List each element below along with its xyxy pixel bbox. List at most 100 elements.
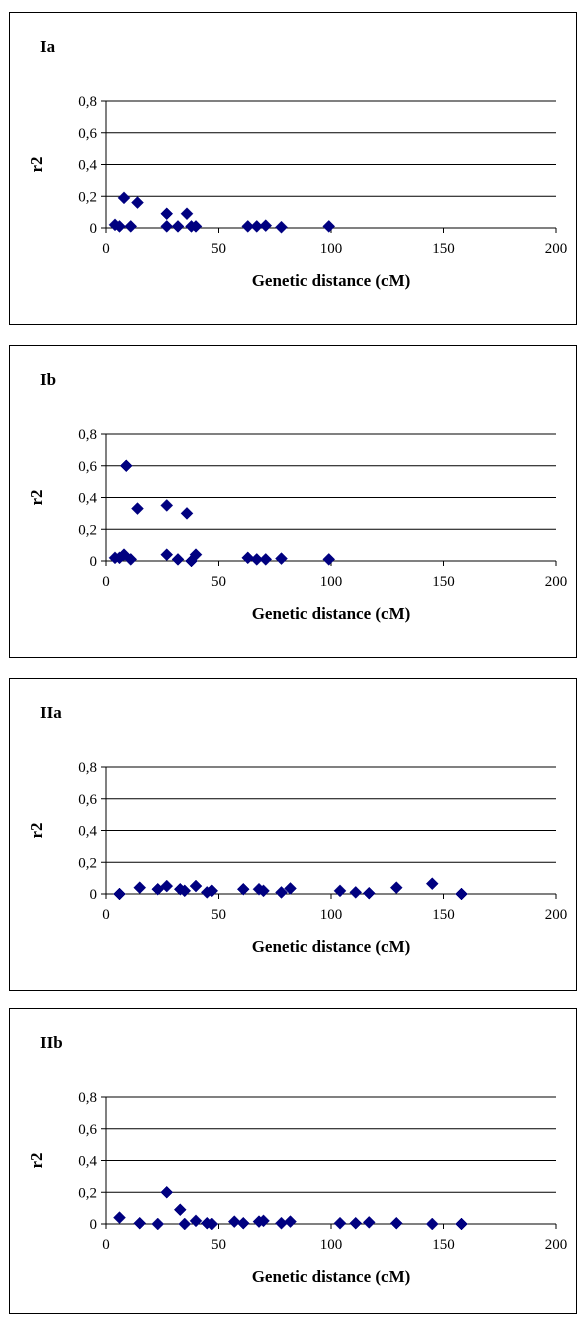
data-point bbox=[257, 884, 270, 898]
data-point bbox=[389, 1216, 403, 1230]
y-axis-label: r2 bbox=[27, 156, 46, 172]
data-point bbox=[205, 1217, 219, 1231]
x-tick-label: 150 bbox=[432, 907, 455, 923]
data-point bbox=[133, 1216, 147, 1230]
y-axis-label: r2 bbox=[27, 489, 46, 505]
data-point bbox=[455, 887, 468, 901]
x-tick-label: 150 bbox=[432, 241, 455, 257]
data-point bbox=[189, 548, 203, 562]
y-tick-label: 0,2 bbox=[78, 189, 97, 205]
data-point bbox=[236, 1216, 250, 1230]
data-point bbox=[362, 1216, 376, 1229]
x-tick-label: 200 bbox=[545, 241, 568, 257]
data-point bbox=[275, 1216, 288, 1230]
data-point bbox=[259, 219, 273, 232]
y-tick-label: 0,4 bbox=[78, 491, 97, 507]
y-tick-label: 0,6 bbox=[78, 459, 97, 475]
data-point bbox=[124, 220, 138, 233]
data-point bbox=[173, 1203, 187, 1217]
x-axis-label: Genetic distance (cM) bbox=[252, 271, 411, 290]
chart-svg: IIb 0 0,2 0,4 0,6 0,8 0 50 100 150 200 r2 Genetic di… bbox=[27, 1033, 568, 1286]
chart-title: Ib bbox=[40, 370, 56, 389]
x-axis-label: Genetic distance (cM) bbox=[252, 604, 411, 623]
chart-title: IIb bbox=[40, 1033, 63, 1052]
y-tick-label: 0,8 bbox=[78, 760, 97, 776]
y-tick-label: 0,6 bbox=[78, 1122, 97, 1138]
y-tick-label: 0,6 bbox=[78, 792, 97, 808]
data-point bbox=[160, 548, 174, 562]
x-tick-label: 50 bbox=[211, 1237, 226, 1253]
data-point bbox=[113, 1211, 126, 1225]
x-tick-label: 100 bbox=[320, 241, 343, 257]
y-tick-label: 0,2 bbox=[78, 855, 97, 871]
data-point bbox=[257, 1214, 270, 1228]
data-point bbox=[236, 882, 250, 896]
y-tick-label: 0,4 bbox=[78, 158, 97, 174]
data-point bbox=[160, 1185, 174, 1199]
y-tick-label: 0 bbox=[90, 1217, 98, 1233]
data-point bbox=[322, 220, 336, 233]
y-tick-label: 0,2 bbox=[78, 522, 97, 538]
data-point bbox=[250, 553, 264, 566]
data-point bbox=[171, 553, 185, 566]
data-point bbox=[241, 551, 255, 565]
chart-svg: Ib 0 0,2 0,4 0,6 0,8 0 50 100 150 200 r2 Genetic dis… bbox=[27, 370, 568, 623]
data-point bbox=[425, 877, 439, 891]
data-point bbox=[333, 1216, 347, 1230]
x-tick-label: 100 bbox=[320, 574, 343, 590]
x-tick-label: 200 bbox=[545, 574, 568, 590]
y-tick-label: 0 bbox=[90, 887, 98, 903]
x-tick-label: 50 bbox=[211, 907, 226, 923]
chart-title: Ia bbox=[40, 37, 56, 56]
data-point bbox=[227, 1215, 241, 1228]
data-point bbox=[389, 881, 403, 895]
x-tick-label: 50 bbox=[211, 574, 226, 590]
chart-panel-ib: Ib 0 0,2 0,4 0,6 0,8 0 50 100 150 200 r2 Genetic dis… bbox=[9, 345, 577, 658]
x-tick-label: 150 bbox=[432, 574, 455, 590]
data-point bbox=[131, 502, 144, 515]
data-point bbox=[178, 884, 192, 898]
data-point bbox=[205, 884, 219, 898]
x-tick-label: 150 bbox=[432, 1237, 455, 1253]
data-point bbox=[178, 1217, 192, 1231]
data-point bbox=[131, 196, 144, 209]
y-tick-label: 0 bbox=[90, 221, 98, 237]
x-tick-label: 100 bbox=[320, 907, 343, 923]
y-axis-label: r2 bbox=[27, 1152, 46, 1168]
data-point bbox=[349, 1216, 363, 1230]
chart-panel-iib: IIb 0 0,2 0,4 0,6 0,8 0 50 100 150 200 r2 Genetic di… bbox=[9, 1008, 577, 1314]
data-point bbox=[151, 1217, 165, 1231]
data-point bbox=[275, 552, 288, 565]
data-point bbox=[180, 507, 194, 520]
y-tick-label: 0,8 bbox=[78, 1090, 97, 1106]
chart-svg: Ia 0 0,2 0,4 0,6 0,8 0 50 100 150 200 r2 Genetic dis… bbox=[27, 37, 568, 290]
x-tick-label: 0 bbox=[102, 574, 110, 590]
chart-panel-ia: Ia 0 0,2 0,4 0,6 0,8 0 50 100 150 200 r2 Genetic dis… bbox=[9, 12, 577, 325]
data-point bbox=[455, 1217, 468, 1231]
data-point bbox=[333, 884, 347, 898]
x-tick-label: 200 bbox=[545, 907, 568, 923]
data-point bbox=[133, 881, 147, 895]
data-point bbox=[113, 220, 126, 233]
data-point bbox=[160, 220, 174, 233]
data-point bbox=[160, 499, 174, 512]
y-tick-label: 0,8 bbox=[78, 94, 97, 110]
data-point bbox=[189, 1214, 203, 1228]
chart-svg: IIa 0 0,2 0,4 0,6 0,8 0 50 100 150 200 r2 Genetic di… bbox=[27, 703, 568, 956]
x-tick-label: 100 bbox=[320, 1237, 343, 1253]
data-point bbox=[284, 882, 297, 895]
x-tick-label: 200 bbox=[545, 1237, 568, 1253]
data-point bbox=[425, 1217, 439, 1231]
y-tick-label: 0,4 bbox=[78, 824, 97, 840]
data-point bbox=[113, 887, 126, 901]
y-tick-label: 0,8 bbox=[78, 427, 97, 443]
data-point bbox=[189, 220, 203, 233]
data-point bbox=[322, 553, 336, 566]
y-tick-label: 0,2 bbox=[78, 1185, 97, 1201]
x-axis-label: Genetic distance (cM) bbox=[252, 937, 411, 956]
x-tick-label: 0 bbox=[102, 241, 110, 257]
data-point bbox=[362, 886, 376, 900]
data-point bbox=[284, 1215, 297, 1228]
data-point bbox=[189, 879, 203, 893]
x-axis-label: Genetic distance (cM) bbox=[252, 1267, 411, 1286]
